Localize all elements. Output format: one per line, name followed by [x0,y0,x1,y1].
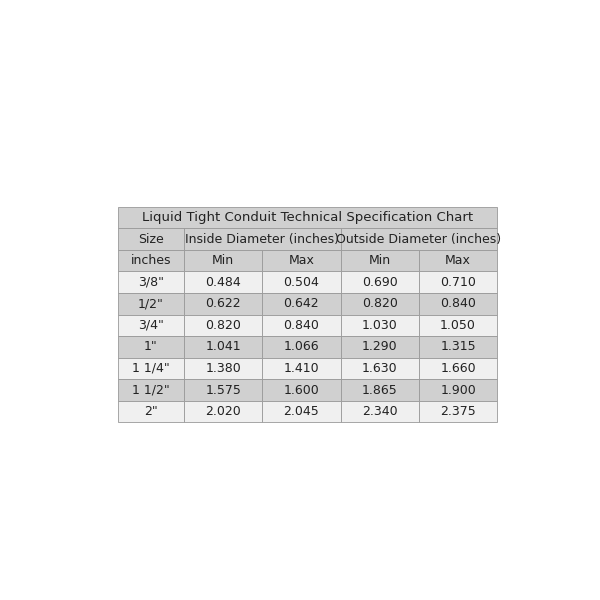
Text: Inside Diameter (inches): Inside Diameter (inches) [185,233,340,245]
Bar [341,314,419,336]
Bar [262,314,341,336]
Bar [118,293,184,314]
Text: Outside Diameter (inches): Outside Diameter (inches) [337,233,502,245]
Bar [184,379,262,401]
Text: 0.622: 0.622 [205,297,241,310]
Text: 1.660: 1.660 [440,362,476,375]
Bar [262,336,341,358]
Bar [184,314,262,336]
Text: 1.900: 1.900 [440,383,476,397]
Text: 2.340: 2.340 [362,405,397,418]
Text: 1.050: 1.050 [440,319,476,332]
Text: 0.840: 0.840 [283,319,319,332]
Text: 3/8": 3/8" [138,276,164,289]
Bar [341,336,419,358]
Bar [262,250,341,271]
Text: 1.041: 1.041 [205,340,241,353]
Bar [262,358,341,379]
Text: 1 1/4": 1 1/4" [132,362,170,375]
Bar [419,336,497,358]
Text: 0.710: 0.710 [440,276,476,289]
Bar [118,271,184,293]
Text: Size: Size [138,233,164,245]
Text: 1.575: 1.575 [205,383,241,397]
Text: 1.410: 1.410 [284,362,319,375]
Text: 2.020: 2.020 [205,405,241,418]
Bar [341,229,497,250]
Text: 0.504: 0.504 [283,276,319,289]
Text: 0.840: 0.840 [440,297,476,310]
Text: 2.375: 2.375 [440,405,476,418]
Bar [262,401,341,422]
Bar [184,358,262,379]
Bar [341,271,419,293]
Text: 1 1/2": 1 1/2" [132,383,170,397]
Text: 1.865: 1.865 [362,383,398,397]
Text: 1.030: 1.030 [362,319,398,332]
Bar [118,401,184,422]
Bar [262,271,341,293]
Bar [419,250,497,271]
Text: 0.690: 0.690 [362,276,398,289]
Bar [419,314,497,336]
Text: 0.642: 0.642 [284,297,319,310]
Bar [184,250,262,271]
Text: 2.045: 2.045 [284,405,319,418]
Bar [118,207,497,229]
Text: 2": 2" [144,405,158,418]
Bar [118,314,184,336]
Text: Max: Max [289,254,314,267]
Bar [184,271,262,293]
Bar [262,293,341,314]
Bar [419,293,497,314]
Text: inches: inches [131,254,171,267]
Text: 1.066: 1.066 [284,340,319,353]
Bar [341,379,419,401]
Bar [184,401,262,422]
Bar [184,229,341,250]
Text: 1": 1" [144,340,158,353]
Text: 0.820: 0.820 [205,319,241,332]
Bar [118,336,184,358]
Bar [341,358,419,379]
Bar [341,293,419,314]
Bar [419,271,497,293]
Text: Liquid Tight Conduit Technical Specification Chart: Liquid Tight Conduit Technical Specifica… [142,211,473,224]
Text: 1.290: 1.290 [362,340,397,353]
Text: Min: Min [368,254,391,267]
Bar [262,379,341,401]
Bar [419,401,497,422]
Bar [118,250,184,271]
Bar [118,379,184,401]
Text: Min: Min [212,254,234,267]
Text: 1.315: 1.315 [440,340,476,353]
Bar [184,336,262,358]
Bar [341,250,419,271]
Text: 0.484: 0.484 [205,276,241,289]
Text: Max: Max [445,254,471,267]
Bar [118,229,184,250]
Bar [419,379,497,401]
Text: 0.820: 0.820 [362,297,398,310]
Bar [118,358,184,379]
Bar [184,293,262,314]
Text: 1.600: 1.600 [284,383,319,397]
Text: 1.630: 1.630 [362,362,397,375]
Bar [341,401,419,422]
Bar [419,358,497,379]
Text: 1/2": 1/2" [138,297,164,310]
Text: 3/4": 3/4" [138,319,164,332]
Text: 1.380: 1.380 [205,362,241,375]
